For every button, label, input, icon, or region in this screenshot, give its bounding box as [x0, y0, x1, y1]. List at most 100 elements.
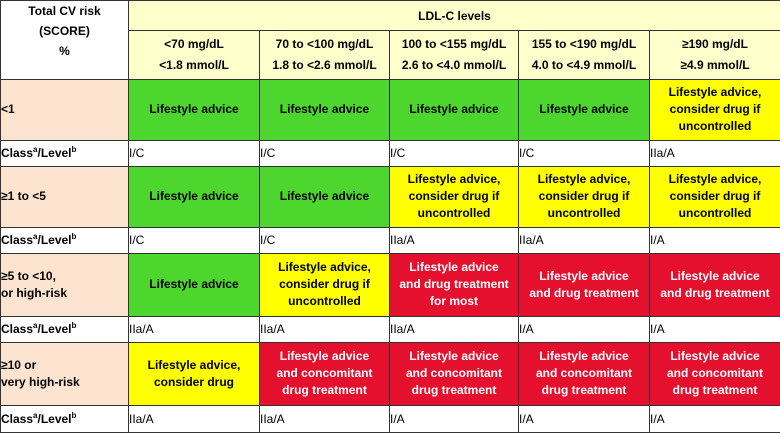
risk-category-line: or high-risk — [1, 285, 68, 300]
recommendation-line: and drug treatment — [399, 277, 509, 292]
class-level-value: I/C — [259, 226, 390, 254]
class-level-value: IIa/A — [648, 139, 780, 167]
class-level-label-part: Class — [1, 233, 34, 248]
recommendation-cell: Lifestyle advice and drug treatment for mo… — [389, 252, 519, 317]
ldl-level-header: ≥190 mg/dL ≥4.9 mmol/L — [648, 30, 780, 80]
recommendation-cell: Lifestyle advice — [128, 78, 260, 141]
class-level-value: IIa/A — [389, 226, 519, 254]
ldl-level-mmol: <1.8 mmol/L — [159, 58, 229, 73]
ldl-level-mmol: 1.8 to <2.6 mmol/L — [272, 58, 377, 73]
recommendation-line: Lifestyle advice — [539, 268, 629, 283]
recommendation-line: uncontrolled — [417, 206, 491, 221]
class-level-value: I/A — [648, 226, 780, 254]
risk-category: ≥1 to <5 — [0, 165, 129, 228]
recommendation-cell: Lifestyle advice and concomitant drug trea… — [518, 341, 650, 406]
risk-category: ≥10 or very high-risk — [0, 341, 129, 406]
class-level-value: IIa/A — [128, 404, 260, 433]
ldl-level-mg: ≥190 mg/dL — [682, 37, 748, 52]
recommendation-row: ≥5 to <10, or high-risk Lifestyle advice Li… — [0, 252, 780, 317]
recommendation-cell: Lifestyle advice and concomitant drug trea… — [259, 341, 390, 406]
class-level-label: Classa/Levelb — [0, 404, 129, 433]
recommendation-cell: Lifestyle advice — [518, 78, 650, 141]
class-level-label-part: /Level — [37, 146, 72, 161]
risk-category: ≥5 to <10, or high-risk — [0, 252, 129, 317]
recommendation-line: Lifestyle advice — [409, 102, 499, 117]
ldl-level-mg: 70 to <100 mg/dL — [275, 37, 374, 52]
recommendation-cell: Lifestyle advice, consider drug if uncontr… — [648, 78, 780, 141]
risk-header-line: (SCORE) — [39, 24, 90, 38]
recommendation-line: Lifestyle advice, — [147, 357, 241, 372]
class-level-row: Classa/Levelb IIa/A IIa/A IIa/A I/A I/A — [0, 315, 780, 343]
recommendation-line: and concomitant — [667, 366, 764, 381]
recommendation-line: Lifestyle advice — [149, 189, 239, 204]
risk-category-line: ≥1 to <5 — [1, 189, 46, 204]
recommendation-line: Lifestyle advice — [409, 260, 499, 275]
class-level-value: I/C — [518, 139, 650, 167]
recommendation-cell: Lifestyle advice and drug treatment — [518, 252, 650, 317]
class-level-row: Classa/Levelb IIa/A IIa/A I/A I/A I/A — [0, 404, 780, 433]
class-level-label-part: b — [71, 410, 77, 420]
class-level-value: I/A — [648, 315, 780, 343]
recommendation-line: consider drug if — [279, 277, 370, 292]
risk-header-line: % — [59, 44, 70, 58]
class-level-label-part: /Level — [37, 322, 72, 337]
recommendation-line: uncontrolled — [678, 206, 752, 221]
recommendation-cell: Lifestyle advice, consider drug — [128, 341, 260, 406]
recommendation-cell: Lifestyle advice and concomitant drug trea… — [389, 341, 519, 406]
class-level-label-part: a — [33, 321, 38, 331]
recommendation-cell: Lifestyle advice, consider drug if uncontr… — [389, 165, 519, 228]
recommendation-row: ≥1 to <5 Lifestyle advice Lifestyle advice… — [0, 165, 780, 228]
risk-category-line: ≥10 or — [1, 357, 37, 372]
recommendation-line: consider drug — [153, 374, 234, 389]
ldl-level-mmol: ≥4.9 mmol/L — [680, 58, 750, 73]
recommendation-line: and drug treatment — [529, 285, 639, 300]
recommendation-line: uncontrolled — [678, 119, 752, 134]
class-level-label-part: a — [33, 145, 38, 155]
class-level-label-part: b — [71, 321, 77, 331]
class-level-value: I/C — [259, 139, 390, 167]
class-level-label: Classa/Levelb — [0, 139, 129, 167]
ldl-level-mmol: 4.0 to <4.9 mmol/L — [531, 58, 637, 73]
ldl-level-header: 100 to <155 mg/dL 2.6 to <4.0 mmol/L — [389, 30, 519, 80]
risk-category: <1 — [0, 78, 129, 141]
recommendation-line: uncontrolled — [288, 294, 361, 309]
class-level-label-part: /Level — [37, 233, 72, 248]
class-level-row: Classa/Levelb I/C I/C IIa/A IIa/A I/A — [0, 226, 780, 254]
recommendation-line: and drug treatment — [660, 285, 770, 300]
recommendation-cell: Lifestyle advice and drug treatment — [648, 252, 780, 317]
recommendation-cell: Lifestyle advice — [389, 78, 519, 141]
class-level-label-part: a — [33, 410, 38, 420]
class-level-label: Classa/Levelb — [0, 315, 129, 343]
recommendation-line: Lifestyle advice — [539, 349, 629, 364]
recommendation-cell: Lifestyle advice and concomitant drug trea… — [648, 341, 780, 406]
class-level-row: Classa/Levelb I/C I/C I/C I/C IIa/A — [0, 139, 780, 167]
recommendation-cell: Lifestyle advice — [128, 165, 260, 228]
recommendation-line: consider drug if — [669, 102, 761, 117]
header-row-top: Total CV risk (SCORE) % LDL-C levels — [0, 0, 780, 80]
class-level-value: IIa/A — [518, 226, 650, 254]
class-level-value: I/C — [389, 139, 519, 167]
class-level-value: IIa/A — [259, 404, 390, 433]
recommendation-cell: Lifestyle advice — [259, 165, 390, 228]
recommendation-line: drug treatment — [282, 383, 367, 398]
recommendation-row: <1 Lifestyle advice Lifestyle advice Lifest… — [0, 78, 780, 141]
recommendation-line: drug treatment — [541, 383, 627, 398]
recommendation-line: Lifestyle advice — [279, 102, 370, 117]
recommendation-line: Lifestyle advice — [279, 189, 370, 204]
recommendation-line: drug treatment — [672, 383, 758, 398]
class-level-value: IIa/A — [128, 315, 260, 343]
recommendation-line: Lifestyle advice, — [407, 172, 501, 187]
recommendation-line: Lifestyle advice — [539, 102, 629, 117]
recommendation-line: consider drug if — [669, 189, 761, 204]
class-level-label-part: b — [71, 145, 77, 155]
risk-header: Total CV risk (SCORE) % — [0, 0, 129, 80]
ldl-level-mg: 100 to <155 mg/dL — [401, 37, 507, 52]
ldl-header: LDL-C levels — [127, 0, 780, 32]
class-level-value: I/C — [128, 139, 260, 167]
ldl-level-mg: 155 to <190 mg/dL — [531, 37, 637, 52]
class-level-label-part: b — [71, 232, 77, 242]
recommendation-cell: Lifestyle advice, consider drug if uncontr… — [259, 252, 390, 317]
risk-category-line: very high-risk — [1, 374, 80, 389]
recommendation-line: Lifestyle advice, — [278, 260, 371, 275]
recommendation-line: Lifestyle advice, — [668, 85, 762, 100]
